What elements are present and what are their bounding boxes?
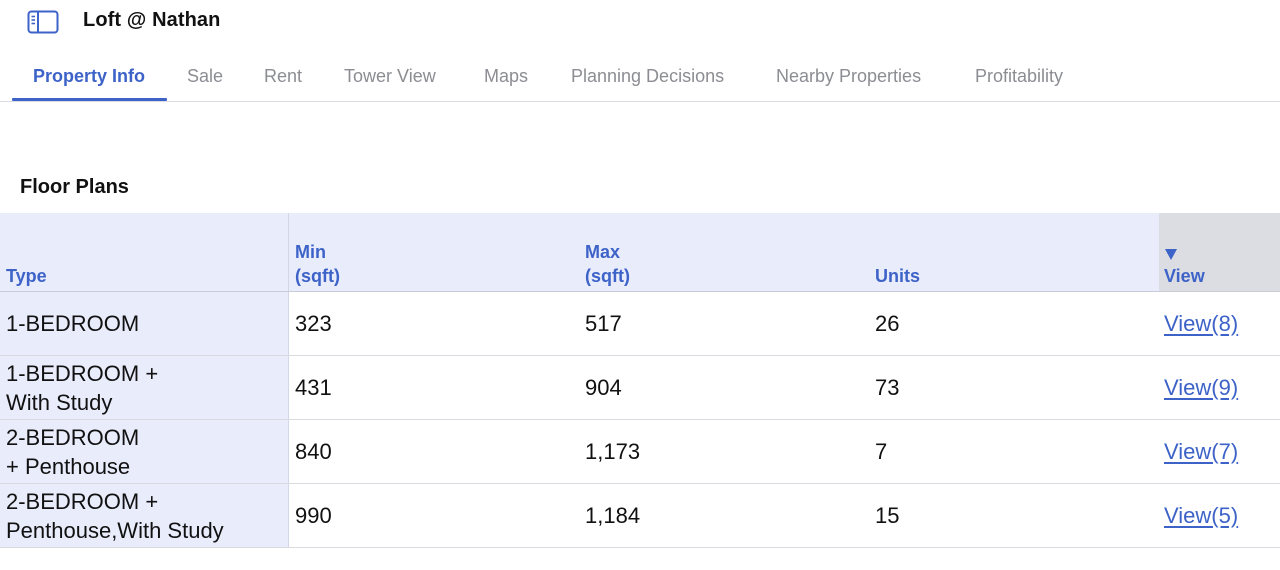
tab-nearby-properties[interactable]: Nearby Properties xyxy=(776,66,922,86)
view-link[interactable]: View(5) xyxy=(1164,502,1239,528)
column-header-min[interactable]: Min (sqft) xyxy=(289,213,579,291)
tab-profitability[interactable]: Profitability xyxy=(975,66,1064,86)
column-header-units-label: Units xyxy=(875,266,920,286)
min-value: 323 xyxy=(295,311,332,336)
units-value: 73 xyxy=(875,375,900,400)
top-bar: Loft @ Nathan xyxy=(0,0,1280,44)
sidebar-toggle-icon[interactable] xyxy=(25,8,61,36)
max-cell: 904 xyxy=(579,356,869,419)
tab-bar: Property Info Sale Rent Tower View Maps … xyxy=(0,52,1280,102)
page-title: Loft @ Nathan xyxy=(83,9,221,31)
units-cell: 73 xyxy=(869,356,1159,419)
min-cell: 840 xyxy=(289,420,579,483)
floor-plans-table: Type Min (sqft) Max (sqft) Units xyxy=(0,213,1280,548)
view-link[interactable]: View(8) xyxy=(1164,310,1239,336)
tab-tower-view[interactable]: Tower View xyxy=(344,66,436,86)
table-row: 2-BEDROOM + Penthouse 840 1,173 7 View(7… xyxy=(0,420,1280,484)
column-header-view-label: View xyxy=(1164,266,1205,286)
table-row: 2-BEDROOM + Penthouse,With Study 990 1,1… xyxy=(0,484,1280,548)
min-value: 990 xyxy=(295,503,332,528)
view-link[interactable]: View(7) xyxy=(1164,438,1239,464)
table-row: 1-BEDROOM 323 517 26 View(8) xyxy=(0,292,1280,356)
column-header-view[interactable]: View xyxy=(1159,213,1280,291)
active-tab-indicator xyxy=(12,98,167,101)
column-header-max[interactable]: Max (sqft) xyxy=(579,213,869,291)
units-cell: 7 xyxy=(869,420,1159,483)
min-value: 840 xyxy=(295,439,332,464)
view-cell: View(9) xyxy=(1159,356,1280,419)
type-value: 2-BEDROOM xyxy=(6,424,140,450)
type-value: 2-BEDROOM + xyxy=(6,488,159,514)
units-cell: 15 xyxy=(869,484,1159,547)
tab-sale[interactable]: Sale xyxy=(187,66,224,86)
min-value: 431 xyxy=(295,375,332,400)
column-header-max-unit: (sqft) xyxy=(585,266,630,286)
units-value: 7 xyxy=(875,439,888,464)
min-cell: 431 xyxy=(289,356,579,419)
units-value: 15 xyxy=(875,503,900,528)
type-value-line2: With Study xyxy=(6,389,113,415)
units-cell: 26 xyxy=(869,292,1159,355)
tab-planning-decisions[interactable]: Planning Decisions xyxy=(571,66,725,86)
section-title: Floor Plans xyxy=(20,176,129,198)
max-value: 517 xyxy=(585,311,622,336)
type-value: 1-BEDROOM xyxy=(6,311,140,336)
column-header-max-label: Max xyxy=(585,242,621,262)
max-value: 1,173 xyxy=(585,439,641,464)
max-value: 904 xyxy=(585,375,622,400)
type-cell: 1-BEDROOM + With Study xyxy=(0,356,289,419)
type-cell: 2-BEDROOM + Penthouse,With Study xyxy=(0,484,289,547)
column-header-type-label: Type xyxy=(6,266,47,286)
column-header-units[interactable]: Units xyxy=(869,213,1159,291)
tab-maps[interactable]: Maps xyxy=(484,66,529,86)
min-cell: 323 xyxy=(289,292,579,355)
view-link[interactable]: View(9) xyxy=(1164,374,1239,400)
max-cell: 1,184 xyxy=(579,484,869,547)
column-header-type[interactable]: Type xyxy=(0,213,289,291)
tab-rent[interactable]: Rent xyxy=(264,66,303,86)
table-row: 1-BEDROOM + With Study 431 904 73 View(9… xyxy=(0,356,1280,420)
min-cell: 990 xyxy=(289,484,579,547)
units-value: 26 xyxy=(875,311,900,336)
view-cell: View(8) xyxy=(1159,292,1280,355)
max-value: 1,184 xyxy=(585,503,641,528)
view-cell: View(5) xyxy=(1159,484,1280,547)
tab-property-info[interactable]: Property Info xyxy=(33,66,146,86)
type-cell: 1-BEDROOM xyxy=(0,292,289,355)
type-value-line2: Penthouse,With Study xyxy=(6,517,224,543)
type-cell: 2-BEDROOM + Penthouse xyxy=(0,420,289,483)
sort-descending-icon xyxy=(1165,249,1177,260)
type-value-line2: + Penthouse xyxy=(6,453,131,479)
table-header-row: Type Min (sqft) Max (sqft) Units xyxy=(0,213,1280,292)
view-cell: View(7) xyxy=(1159,420,1280,483)
column-header-min-label: Min xyxy=(295,242,326,262)
column-header-min-unit: (sqft) xyxy=(295,266,340,286)
max-cell: 517 xyxy=(579,292,869,355)
max-cell: 1,173 xyxy=(579,420,869,483)
type-value: 1-BEDROOM + xyxy=(6,360,159,386)
